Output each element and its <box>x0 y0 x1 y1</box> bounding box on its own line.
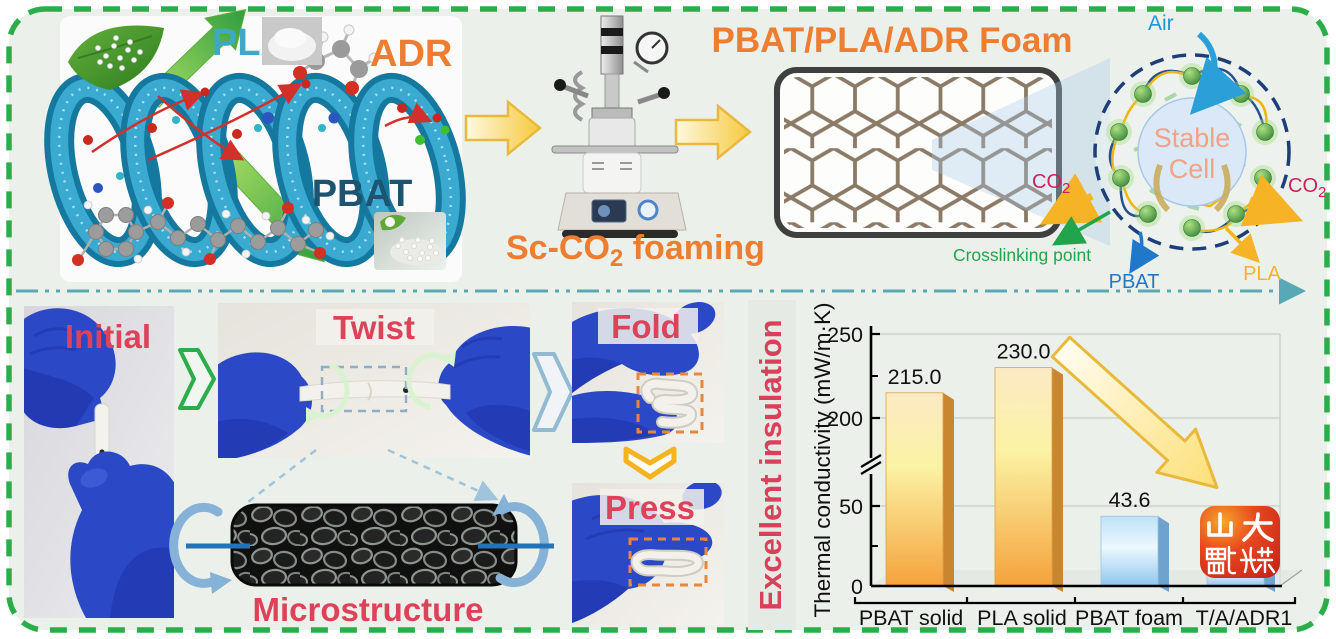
logo-glyph-shan <box>1207 512 1233 537</box>
foam-block <box>774 67 1062 238</box>
bar-value-label: 43.6 <box>1109 488 1151 512</box>
molecule-dots <box>83 79 450 193</box>
stable-cell-label-2: Cell <box>1169 154 1216 184</box>
sem-image <box>230 503 518 587</box>
lactic-acid-molecule <box>293 24 380 95</box>
pla-leaf-photo <box>68 25 164 90</box>
cell-wall-dashed-circle <box>1093 53 1291 251</box>
foam-box-dashed <box>628 537 708 587</box>
pbat-pellets-photo <box>374 212 446 270</box>
adr-label: ADR <box>370 33 452 75</box>
chevron-yellow-down-icon <box>623 446 677 480</box>
bar <box>1100 515 1159 587</box>
bar-chart: 215.0 230.0 43.6 0 50 200 250 PBAT solid PLA sol… <box>810 302 1303 630</box>
flow-arrow-1-icon <box>464 99 542 157</box>
category-label: PBAT solid <box>859 606 963 630</box>
logo-glyph-rong <box>1205 545 1237 575</box>
category-bracket <box>853 597 1297 605</box>
co2-label-right: CO2 <box>1288 175 1326 201</box>
pbat-pointer-arrow <box>1129 231 1160 274</box>
top-panel: PLA ADR PBAT <box>44 9 1326 293</box>
insulation-drop-arrow-icon <box>1050 335 1219 489</box>
photo-twist: Twist <box>218 303 530 458</box>
category-label: PBAT foam <box>1075 606 1183 630</box>
y-tick-label: 250 <box>827 323 863 347</box>
category-label: T/A/ADR1 <box>1196 606 1293 630</box>
bottom-panel: Initial Twist <box>24 300 1303 630</box>
gas-swirl-left <box>1153 163 1171 213</box>
co2-out-arrow-left <box>1039 173 1103 225</box>
adr-powder-photo <box>262 17 322 65</box>
bar-value-label: 215.0 <box>888 365 942 389</box>
logo-glyph-da <box>1242 512 1274 542</box>
co2-out-arrow-right <box>1240 174 1303 227</box>
gas-swirl-right <box>1213 163 1231 213</box>
chevron-green-icon <box>178 348 216 410</box>
insulation-strip <box>748 300 796 630</box>
step-label-fold: Fold <box>611 308 681 345</box>
step-label-press: Press <box>605 489 695 526</box>
y-tick-label: 0 <box>851 575 863 599</box>
logo-badge <box>1200 506 1280 578</box>
stable-cell-label-1: Stable <box>1154 123 1231 153</box>
photo-fold: Fold <box>572 302 724 443</box>
bar <box>885 392 944 587</box>
cell-pla-label: PLA <box>1243 263 1281 285</box>
zoom-connector-right <box>387 448 499 502</box>
microstructure-label: Microstructure <box>252 591 483 628</box>
pbat-monomer-molecule <box>72 197 335 266</box>
y-axis-title: Thermal conductivity (mW/m·K) <box>810 302 835 617</box>
crosslink-pointer-arrow <box>1051 210 1111 246</box>
y-tick-label: 50 <box>839 495 863 519</box>
cell-pbat-label: PBAT <box>1109 271 1160 293</box>
air-label: Air <box>1148 12 1174 35</box>
zoom-connector-left <box>247 449 317 503</box>
pla-pointer-arrow <box>1224 226 1260 264</box>
foam-title: PBAT/PLA/ADR Foam <box>711 21 1072 60</box>
insulation-label: Excellent insulation <box>753 319 788 610</box>
process-label: Sc-CO2 foaming <box>506 229 765 272</box>
chevron-blue-icon <box>532 352 574 432</box>
bar-side <box>1158 516 1169 592</box>
photo-press: Press <box>572 483 724 625</box>
stable-cell-diagram: Stable Cell Air CO2 CO2 Crosslinking poi… <box>953 12 1326 293</box>
y-tick-label: 200 <box>827 407 863 431</box>
crosslinking-label: Crosslinking point <box>953 245 1091 265</box>
logo-glyph-mei <box>1239 546 1276 574</box>
step-label-twist: Twist <box>333 309 415 346</box>
autoclave-reactor <box>551 15 687 238</box>
bar-value-label: 230.0 <box>997 340 1051 364</box>
polymer-helix-illustration: PLA ADR PBAT <box>44 9 466 282</box>
co2-label-left: CO2 <box>1032 171 1070 197</box>
zoom-box-dashed <box>320 365 408 413</box>
chain-extension-arrows <box>91 83 433 162</box>
bar <box>994 367 1053 587</box>
flow-arrow-2-icon <box>674 103 752 161</box>
air-in-arrow <box>1189 31 1247 115</box>
bar-side <box>943 392 954 592</box>
photo-initial: Initial <box>24 306 174 618</box>
pbat-label: PBAT <box>312 173 413 215</box>
rotate-arrow-left-icon <box>169 502 223 588</box>
bar-side <box>1052 367 1063 592</box>
sem-microstructure: Microstructure <box>169 448 554 628</box>
foam-box-dashed <box>636 372 704 434</box>
step-label-initial: Initial <box>65 318 151 355</box>
category-label: PLA solid <box>977 606 1067 630</box>
